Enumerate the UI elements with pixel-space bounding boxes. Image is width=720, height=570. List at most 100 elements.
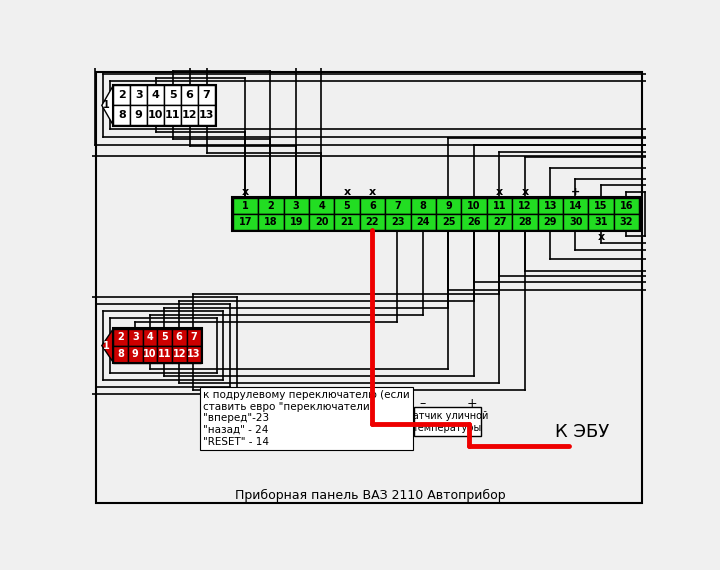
Text: 13: 13 <box>199 111 215 120</box>
Bar <box>309 198 334 214</box>
Text: 27: 27 <box>492 217 506 227</box>
Text: 20: 20 <box>315 217 328 227</box>
Text: 13: 13 <box>544 201 557 211</box>
Text: x: x <box>369 186 376 197</box>
Text: 8: 8 <box>420 201 427 211</box>
Bar <box>436 198 462 214</box>
Text: x: x <box>242 186 249 197</box>
Text: 16: 16 <box>620 201 634 211</box>
Text: 5: 5 <box>161 332 168 342</box>
Text: 8: 8 <box>118 111 126 120</box>
Text: 19: 19 <box>289 217 303 227</box>
Bar <box>186 345 201 363</box>
Polygon shape <box>102 86 113 125</box>
Text: 4: 4 <box>152 91 160 100</box>
Text: К ЭБУ: К ЭБУ <box>555 423 609 441</box>
Bar <box>487 214 512 230</box>
Bar <box>113 105 130 125</box>
Bar <box>147 105 164 125</box>
Bar <box>233 214 258 230</box>
Bar <box>462 214 487 230</box>
Text: 6: 6 <box>369 201 376 211</box>
Bar <box>181 86 198 105</box>
Text: 9: 9 <box>135 111 143 120</box>
Text: 1: 1 <box>103 100 110 111</box>
Text: 3: 3 <box>135 91 143 100</box>
Text: x: x <box>496 186 503 197</box>
Text: –: – <box>420 397 426 410</box>
Bar <box>334 198 360 214</box>
Text: 21: 21 <box>341 217 354 227</box>
Text: 7: 7 <box>191 332 197 342</box>
Bar <box>164 86 181 105</box>
Bar <box>414 407 482 437</box>
Text: 11: 11 <box>165 111 181 120</box>
Text: 28: 28 <box>518 217 532 227</box>
Text: 11: 11 <box>158 349 171 359</box>
Text: 12: 12 <box>518 201 531 211</box>
Bar <box>143 329 157 345</box>
Text: 14: 14 <box>569 201 582 211</box>
Text: 5: 5 <box>168 91 176 100</box>
Bar <box>157 345 172 363</box>
Text: 4: 4 <box>147 332 153 342</box>
Text: 9: 9 <box>132 349 139 359</box>
Text: 1: 1 <box>103 341 110 351</box>
Bar <box>614 214 639 230</box>
Bar <box>563 214 588 230</box>
Bar <box>309 214 334 230</box>
Bar <box>186 329 201 345</box>
Bar <box>198 105 215 125</box>
Text: 11: 11 <box>492 201 506 211</box>
Text: 9: 9 <box>445 201 452 211</box>
Bar <box>360 198 385 214</box>
Bar <box>258 198 284 214</box>
Bar <box>614 198 639 214</box>
Text: 12: 12 <box>173 349 186 359</box>
Bar <box>172 345 186 363</box>
Bar <box>512 198 538 214</box>
Bar <box>436 214 462 230</box>
Polygon shape <box>102 329 113 363</box>
Bar <box>563 198 588 214</box>
Text: +: + <box>467 397 477 410</box>
Bar <box>512 214 538 230</box>
Text: к подрулевому переключателю (если
ставить евро "переключатели"
"вперед"-23
"наза: к подрулевому переключателю (если ставит… <box>204 390 410 447</box>
Bar <box>385 198 410 214</box>
Bar <box>233 198 258 214</box>
Text: 10: 10 <box>148 111 163 120</box>
Text: 32: 32 <box>620 217 634 227</box>
Text: 12: 12 <box>182 111 197 120</box>
Text: 29: 29 <box>544 217 557 227</box>
Text: 25: 25 <box>442 217 456 227</box>
Text: 2: 2 <box>267 201 274 211</box>
Text: 24: 24 <box>417 217 430 227</box>
Text: 2: 2 <box>117 332 124 342</box>
Bar <box>143 345 157 363</box>
Bar <box>385 214 410 230</box>
Bar <box>113 345 128 363</box>
Bar <box>172 329 186 345</box>
Text: 13: 13 <box>187 349 201 359</box>
Bar <box>164 105 181 125</box>
Text: 26: 26 <box>467 217 481 227</box>
Bar <box>113 86 130 105</box>
Text: x: x <box>343 186 351 197</box>
Text: Приборная панель ВАЗ 2110 Автоприбор: Приборная панель ВАЗ 2110 Автоприбор <box>235 488 506 502</box>
Text: 7: 7 <box>202 91 210 100</box>
Bar <box>538 198 563 214</box>
Text: 15: 15 <box>595 201 608 211</box>
Bar <box>112 84 216 126</box>
Text: 3: 3 <box>132 332 139 342</box>
Bar <box>588 214 614 230</box>
Bar <box>538 214 563 230</box>
Bar <box>198 86 215 105</box>
Bar <box>284 214 309 230</box>
Text: 1: 1 <box>242 201 249 211</box>
Bar <box>128 345 143 363</box>
Bar <box>487 198 512 214</box>
Text: 10: 10 <box>143 349 157 359</box>
Text: 8: 8 <box>117 349 124 359</box>
Text: 2: 2 <box>118 91 126 100</box>
Bar <box>130 105 147 125</box>
